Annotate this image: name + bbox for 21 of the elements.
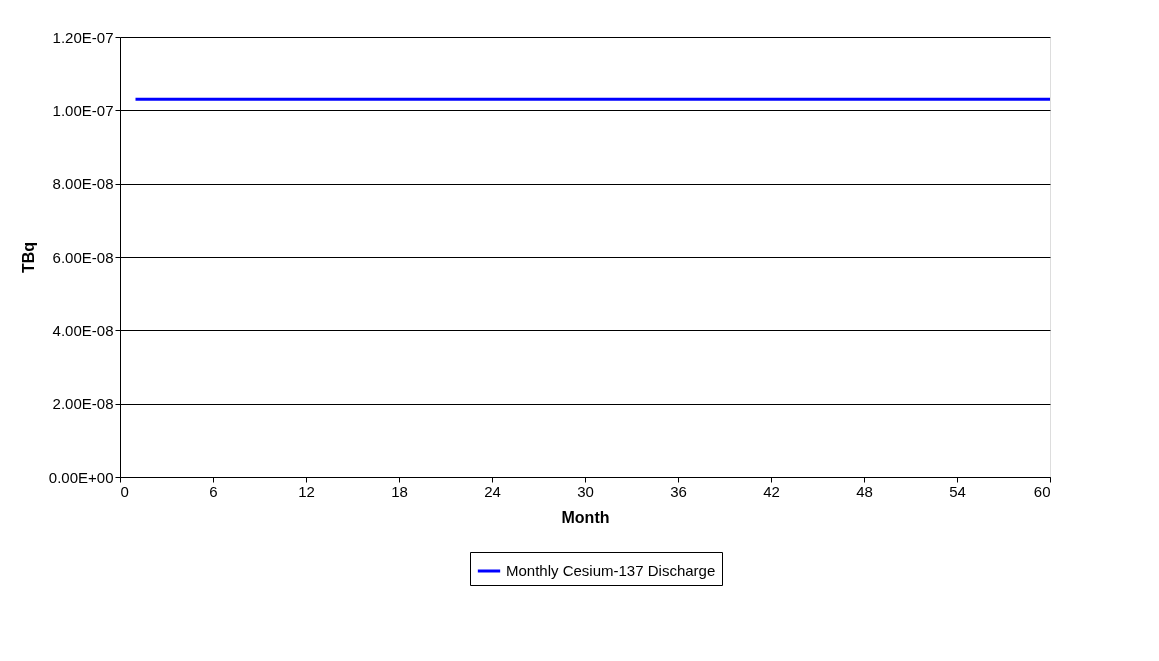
- y-tick-label: 2.00E-08: [52, 395, 114, 413]
- x-tick-label: 12: [298, 482, 315, 500]
- x-tick-label: 6: [209, 482, 218, 500]
- y-tick-label: 8.00E-08: [52, 175, 114, 193]
- x-tick-label: 24: [484, 482, 501, 500]
- x-tick-label: 48: [856, 482, 873, 500]
- legend-label: Monthly Cesium-137 Discharge: [506, 562, 716, 579]
- x-tick-label: 60: [1033, 482, 1051, 500]
- y-tick-label: 6.00E-08: [52, 248, 114, 266]
- y-tick-label: 0.00E+00: [48, 468, 114, 486]
- x-tick-label: 30: [577, 482, 594, 500]
- x-tick-label: 42: [763, 482, 780, 500]
- x-tick-label: 18: [391, 482, 408, 500]
- x-tick-label: 54: [949, 482, 966, 500]
- x-tick-label: 36: [670, 482, 687, 500]
- x-tick-label: 0: [120, 482, 129, 500]
- y-tick-label: 4.00E-08: [52, 321, 114, 339]
- y-axis-title: TBq: [19, 241, 37, 274]
- x-axis-title: Month: [561, 508, 610, 526]
- y-tick-label: 1.20E-07: [52, 28, 114, 46]
- y-tick-label: 1.00E-07: [52, 101, 114, 119]
